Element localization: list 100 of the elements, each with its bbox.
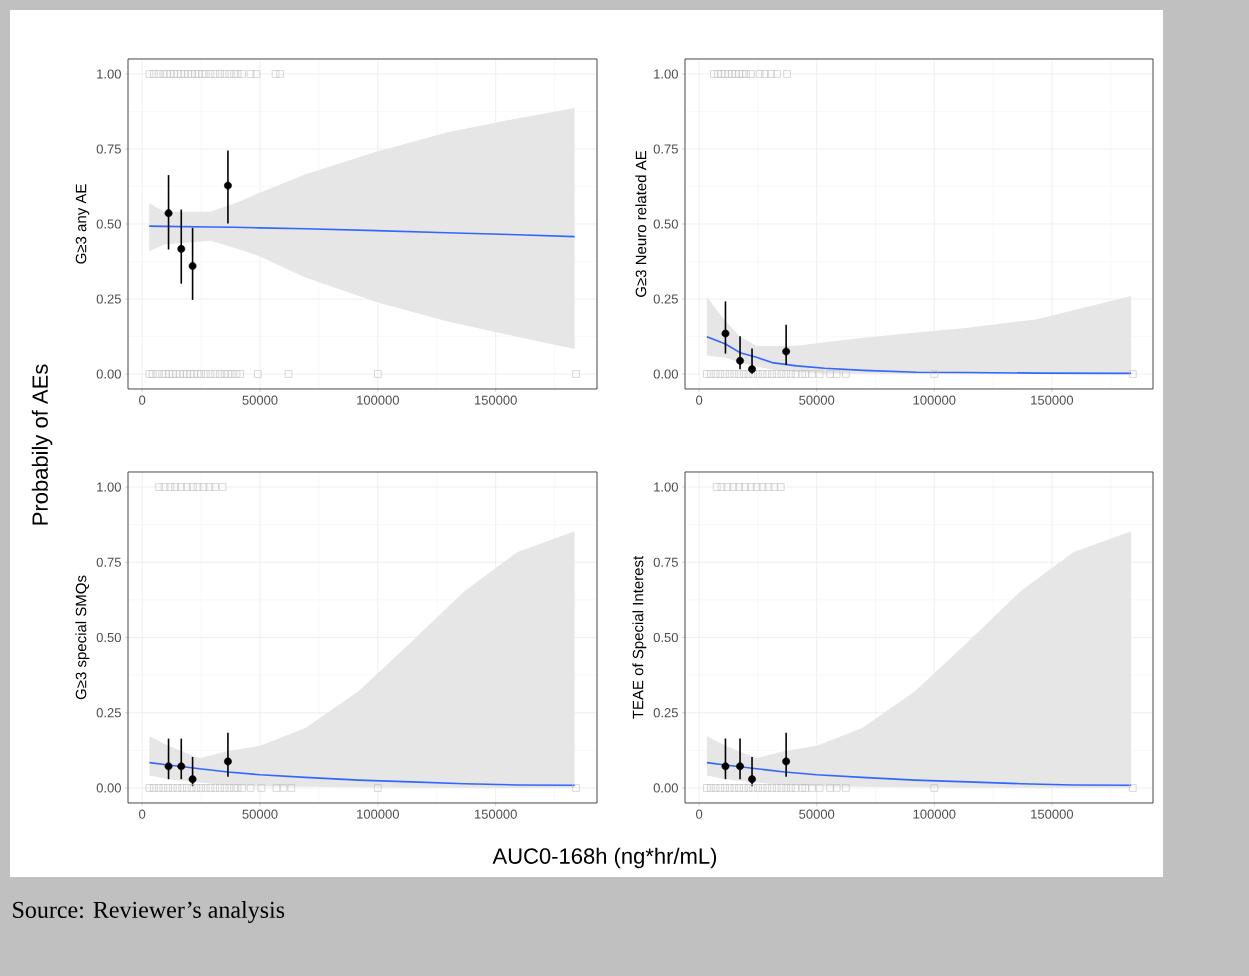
point [149, 370, 157, 378]
point [183, 784, 191, 792]
point [758, 370, 767, 378]
point [707, 370, 715, 378]
point [703, 784, 711, 792]
point [755, 70, 764, 78]
point [833, 784, 841, 792]
point [193, 370, 202, 378]
x-tick-label: 50000 [242, 395, 278, 405]
point [150, 70, 158, 78]
x-tick-label: 0 [139, 809, 146, 819]
point [747, 483, 755, 491]
point [164, 784, 172, 792]
point [742, 70, 750, 78]
point [738, 70, 747, 78]
point [164, 762, 173, 771]
point [230, 70, 238, 78]
point [192, 784, 201, 792]
point [154, 70, 163, 78]
point [801, 370, 810, 378]
point [225, 784, 234, 792]
point [758, 784, 767, 792]
y-tick-label: 0.25 [96, 294, 121, 304]
point [758, 483, 767, 491]
point [764, 483, 773, 491]
point [279, 784, 288, 792]
point [730, 784, 739, 792]
point [188, 262, 197, 270]
point [716, 784, 724, 792]
point [154, 784, 163, 792]
point [238, 70, 246, 78]
point [725, 370, 734, 378]
point [160, 483, 169, 491]
x-tick-label: 50000 [242, 809, 278, 819]
point [930, 370, 938, 378]
y-tick-label: 0.75 [653, 144, 678, 154]
point [220, 370, 229, 378]
point [782, 757, 791, 766]
point [252, 70, 261, 78]
point [736, 762, 744, 771]
point [224, 757, 232, 766]
point [572, 370, 580, 378]
line-series [148, 225, 576, 238]
point [735, 370, 743, 378]
point [721, 329, 730, 338]
point [211, 483, 219, 491]
point [724, 70, 733, 78]
point [183, 483, 191, 491]
point [199, 483, 208, 491]
point [225, 70, 234, 78]
point [773, 70, 781, 78]
point [826, 784, 834, 792]
point [725, 784, 734, 792]
point [220, 70, 229, 78]
y-tick-label: 1.00 [97, 69, 121, 79]
point [770, 483, 779, 491]
y-tick-label: 0.50 [653, 632, 678, 643]
point [177, 244, 186, 253]
y-tick-label: 0.25 [653, 708, 678, 718]
point [703, 370, 711, 378]
point [287, 784, 296, 792]
y-axis-title: TEAE of Special Interest [632, 555, 647, 719]
y-tick-label: 0.25 [96, 708, 121, 718]
y-axis-title: G≥3 any AE [75, 184, 90, 264]
point [782, 347, 791, 356]
x-tick-label: 100000 [357, 395, 399, 405]
point [777, 784, 786, 792]
point [740, 784, 748, 792]
point [744, 784, 753, 792]
point [801, 784, 810, 792]
point [730, 370, 739, 378]
y-tick-label: 0.50 [653, 219, 678, 229]
point [187, 784, 196, 792]
point [206, 370, 215, 378]
x-tick-label: 100000 [913, 395, 956, 405]
point [798, 784, 806, 792]
point [707, 784, 715, 792]
point [173, 784, 182, 792]
point [202, 370, 210, 378]
point [777, 370, 786, 378]
point [833, 370, 841, 378]
y-tick-label: 0.50 [96, 219, 121, 229]
point [177, 483, 185, 491]
point [374, 784, 382, 792]
point [740, 370, 748, 378]
point [782, 370, 790, 378]
point [773, 370, 781, 378]
point [232, 370, 241, 378]
line-series [706, 761, 1132, 787]
point [233, 70, 242, 78]
point [276, 70, 284, 78]
x-tick-label: 100000 [913, 809, 956, 819]
point [721, 784, 729, 792]
x-tick-label: 0 [139, 395, 146, 405]
x-tick-label: 0 [696, 809, 703, 819]
point [205, 483, 214, 491]
point [826, 370, 834, 378]
x-tick-label: 150000 [1031, 395, 1074, 405]
point [787, 784, 795, 792]
y-tick-label: 1.00 [654, 69, 678, 79]
